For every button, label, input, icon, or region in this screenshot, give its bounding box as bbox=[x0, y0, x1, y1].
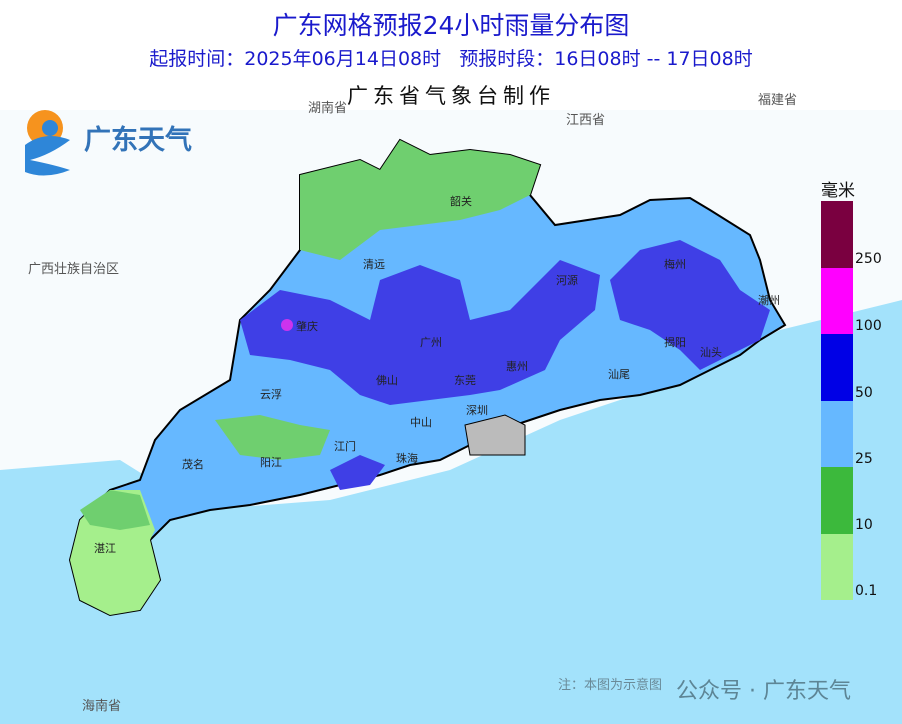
legend: 毫米 250 100 50 25 10 0.1 bbox=[821, 176, 882, 600]
city-label: 河源 bbox=[556, 273, 578, 287]
legend-label: 250 bbox=[855, 251, 882, 267]
city-label: 汕头 bbox=[700, 346, 722, 359]
hong-kong bbox=[464, 414, 526, 456]
city-label: 惠州 bbox=[506, 359, 528, 373]
legend-swatch bbox=[821, 533, 853, 600]
region-label: 江西省 bbox=[566, 113, 605, 128]
map-title: 广东网格预报24小时雨量分布图 bbox=[272, 11, 630, 40]
city-label: 茂名 bbox=[182, 457, 204, 471]
city-label: 深圳 bbox=[466, 404, 488, 417]
rain-50-100-coast bbox=[330, 455, 385, 490]
legend-swatch bbox=[821, 267, 853, 334]
rain-10-25-west bbox=[215, 415, 330, 460]
rain-100-250-spot bbox=[281, 319, 293, 331]
rain-50-100-meizhou bbox=[610, 240, 770, 370]
sun-cloud-logo-icon bbox=[25, 110, 70, 176]
legend-label: 10 bbox=[855, 517, 873, 533]
legend-label: 50 bbox=[855, 385, 873, 401]
watermark: 公众号 · 广东天气 bbox=[676, 679, 851, 704]
region-label: 广西壮族自治区 bbox=[28, 261, 119, 277]
legend-swatch bbox=[821, 334, 853, 401]
producer: 广东省气象台制作 bbox=[347, 84, 555, 108]
logo-text: 广东天气 bbox=[84, 125, 192, 156]
city-label: 湛江 bbox=[94, 542, 116, 555]
city-label: 东莞 bbox=[454, 374, 476, 387]
legend-label: 0.1 bbox=[855, 583, 878, 599]
legend-swatch bbox=[821, 467, 853, 534]
city-label: 揭阳 bbox=[664, 335, 686, 349]
legend-label: 25 bbox=[855, 451, 873, 467]
city-label: 珠海 bbox=[396, 451, 418, 465]
legend-unit: 毫米 bbox=[821, 181, 855, 201]
city-label: 云浮 bbox=[260, 388, 282, 401]
city-label: 清远 bbox=[363, 258, 385, 271]
rain-50-100-central bbox=[240, 260, 600, 405]
sea bbox=[0, 300, 902, 724]
city-label: 中山 bbox=[410, 416, 432, 429]
forecast-time: 起报时间：2025年06月14日08时 预报时段：16日08时 -- 17日08… bbox=[149, 48, 753, 70]
city-label: 韶关 bbox=[450, 194, 472, 208]
city-label: 汕尾 bbox=[608, 368, 630, 381]
city-label: 江门 bbox=[334, 439, 356, 453]
legend-swatch bbox=[821, 400, 853, 467]
city-label: 潮州 bbox=[758, 293, 780, 307]
legend-label: 100 bbox=[855, 318, 882, 334]
region-label: 海南省 bbox=[82, 698, 121, 714]
city-label: 阳江 bbox=[260, 456, 282, 469]
city-label: 梅州 bbox=[664, 257, 686, 271]
city-label: 佛山 bbox=[376, 374, 398, 387]
region-label: 湖南省 bbox=[308, 100, 347, 116]
region-label: 福建省 bbox=[758, 93, 797, 108]
city-label: 肇庆 bbox=[296, 319, 318, 333]
rain-10-25-north bbox=[300, 140, 540, 260]
map-note: 注：本图为示意图 bbox=[558, 678, 663, 693]
legend-swatch bbox=[821, 201, 853, 268]
city-label: 广州 bbox=[420, 336, 442, 349]
rain-10-25-zhanjiang bbox=[80, 490, 150, 530]
